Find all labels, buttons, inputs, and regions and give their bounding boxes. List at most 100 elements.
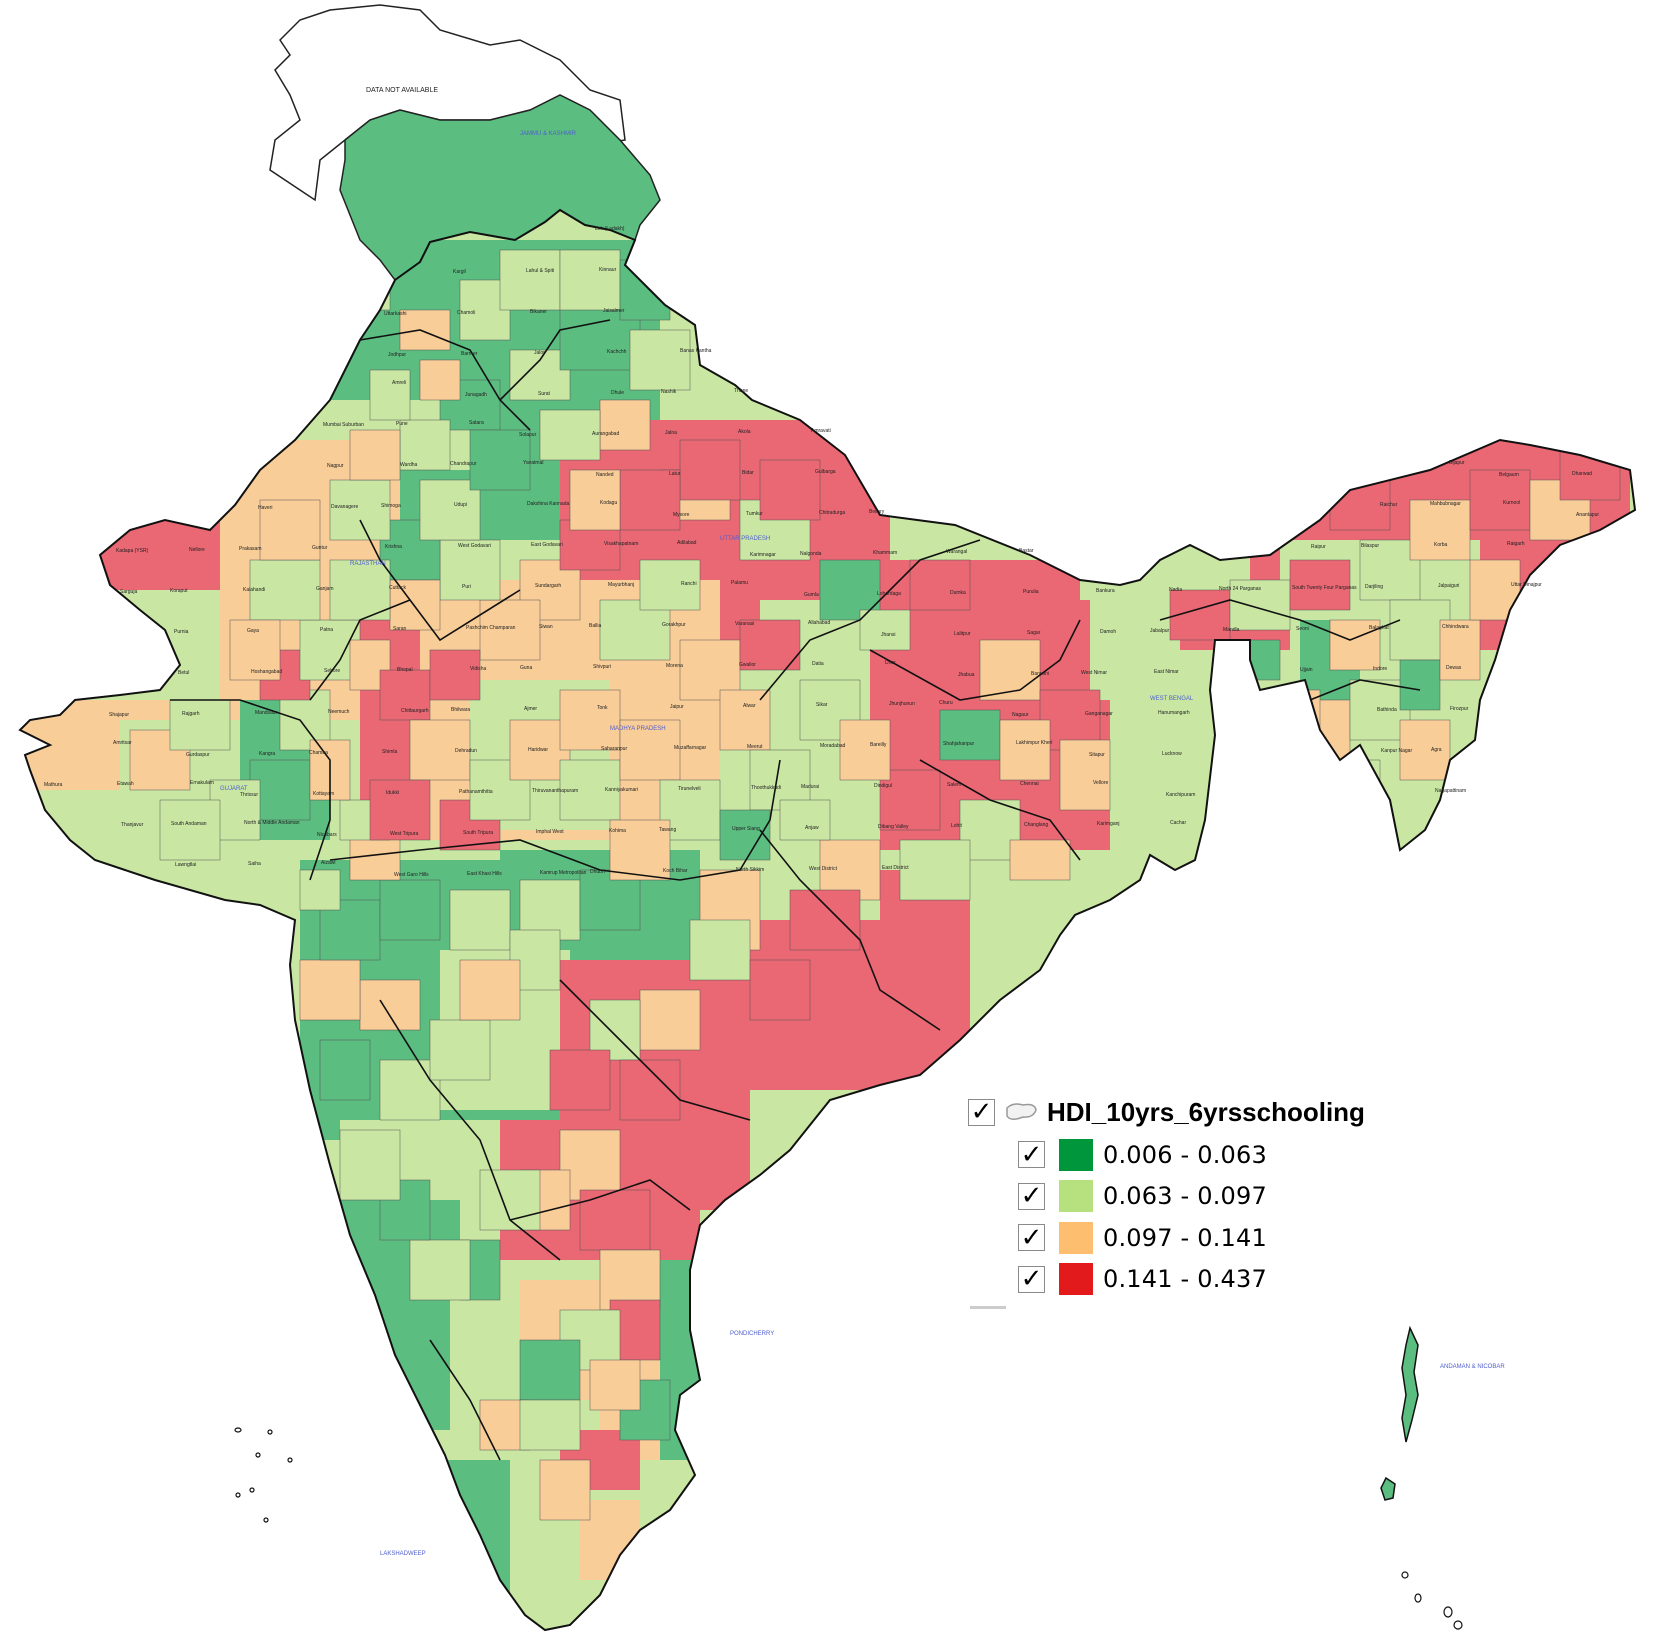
district-label: Nagaur xyxy=(1012,712,1029,718)
class-checkbox[interactable]: ✓ xyxy=(1018,1224,1045,1252)
district-label: Koraput xyxy=(170,588,188,594)
district-polygon xyxy=(559,759,621,821)
layer-visibility-checkbox[interactable]: ✓ xyxy=(968,1098,995,1126)
state-label: ANDAMAN & NICOBAR xyxy=(1440,1364,1505,1370)
district-polygon xyxy=(619,259,671,321)
district-polygon xyxy=(469,429,531,491)
district-label: Nicobars xyxy=(317,832,337,838)
district-label: Gorakhpur xyxy=(662,622,686,628)
district-label: Tonk xyxy=(597,705,608,711)
district-label: Lohardaga xyxy=(877,591,901,597)
district-label: Bareilly xyxy=(870,742,887,748)
district-label: Nanded xyxy=(596,472,614,478)
layer-name: HDI_10yrs_6yrsschooling xyxy=(1047,1096,1365,1127)
district-label: Uttar Dinajpur xyxy=(1511,582,1542,588)
district-label: Kanpur Nagar xyxy=(1381,748,1412,754)
district-label: Thoothukkudi xyxy=(751,785,781,791)
district-polygon xyxy=(1559,439,1621,501)
district-label: Solapur xyxy=(519,432,537,438)
district-polygon xyxy=(449,889,511,951)
district-polygon xyxy=(789,889,861,951)
no-data-label: DATA NOT AVAILABLE xyxy=(366,87,438,94)
district-polygon xyxy=(319,1039,371,1101)
district-label: Ganjam xyxy=(316,586,334,592)
district-label: Warangal xyxy=(946,549,967,555)
district-label: Damoh xyxy=(1100,629,1116,635)
district-label: West Nimar xyxy=(1081,670,1107,676)
district-label: South Tripura xyxy=(463,830,493,836)
state-label: RAJASTHAN xyxy=(350,561,386,567)
district-label: Moradabad xyxy=(820,743,846,749)
district-polygon xyxy=(1329,619,1381,671)
district-label: Koch Bihar xyxy=(663,868,688,874)
district-label: Kadapa (YSR) xyxy=(116,548,149,554)
district-label: Saran xyxy=(393,626,407,632)
district-label: Kurnool xyxy=(1503,500,1520,506)
district-label: Lahul & Spiti xyxy=(526,268,554,274)
district-label: Bellary xyxy=(869,509,885,515)
district-polygon xyxy=(339,1129,401,1201)
nicobar-islands xyxy=(1401,1571,1463,1630)
district-label: Kanchipuram xyxy=(1166,792,1195,798)
district-polygon xyxy=(1409,499,1471,561)
district-polygon xyxy=(1399,659,1441,711)
district-label: Siwan xyxy=(539,624,553,630)
district-polygon xyxy=(369,369,411,421)
district-polygon xyxy=(259,499,321,561)
district-label: Balaghat xyxy=(1369,625,1389,631)
legend-layer-header: ✓ HDI_10yrs_6yrsschooling xyxy=(968,1090,1408,1134)
district-label: Sundargarh xyxy=(535,583,561,589)
district-label: Anjaw xyxy=(805,825,819,831)
class-checkbox[interactable]: ✓ xyxy=(1018,1141,1045,1169)
district-polygon xyxy=(409,1239,471,1301)
district-label: Ujjain xyxy=(1300,667,1313,673)
state-label: MADHYA PRADESH xyxy=(610,726,666,732)
district-label: Sikar xyxy=(816,702,828,708)
district-label: Tirunelveli xyxy=(678,786,701,792)
district-label: Dhule xyxy=(611,390,624,396)
district-label: Pathanamthitta xyxy=(459,789,493,795)
district-polygon xyxy=(519,1339,581,1401)
district-polygon xyxy=(1289,559,1351,611)
district-polygon xyxy=(419,359,461,401)
district-label: Guntur xyxy=(312,545,328,551)
district-label: Alwar xyxy=(743,703,756,709)
district-label: Ernakulam xyxy=(190,780,214,786)
district-label: Chamoli xyxy=(457,310,475,316)
district-label: Muzaffarnagar xyxy=(674,745,706,751)
district-label: Jabalpur xyxy=(1150,628,1170,634)
district-label: Thrissur xyxy=(240,792,258,798)
district-label: Imphal West xyxy=(536,829,564,835)
district-label: Pune xyxy=(396,421,408,427)
district-label: Dindigul xyxy=(874,783,892,789)
class-checkbox[interactable]: ✓ xyxy=(1018,1265,1045,1293)
district-label: Nagapattinam xyxy=(1435,788,1466,794)
district-label: Chamba xyxy=(309,750,328,756)
district-label: Rajgarh xyxy=(182,711,200,717)
class-checkbox[interactable]: ✓ xyxy=(1018,1182,1045,1210)
district-label: Lucknow xyxy=(1162,751,1182,757)
district-label: Ganganagar xyxy=(1085,711,1113,717)
district-label: Nashik xyxy=(661,389,677,395)
district-label: Yavatmal xyxy=(523,460,543,466)
district-polygon xyxy=(1299,699,1351,761)
district-label: Mysore xyxy=(673,512,690,518)
district-polygon xyxy=(1059,739,1111,811)
district-label: Dakshina Kannada xyxy=(527,501,569,507)
district-label: Kargil xyxy=(453,269,466,275)
state-label: LAKSHADWEEP xyxy=(380,1551,426,1557)
district-label: Shajapur xyxy=(109,712,129,718)
district-polygon xyxy=(839,719,891,781)
district-label: Raigarh xyxy=(1507,541,1525,547)
district-label: Mumbai Suburban xyxy=(323,422,364,428)
district-polygon xyxy=(569,469,621,531)
district-label: Darjiling xyxy=(1365,584,1383,590)
color-zone xyxy=(100,480,240,590)
class-range-label: 0.063 - 0.097 xyxy=(1103,1182,1267,1211)
district-polygon xyxy=(429,649,481,701)
district-label: Krishna xyxy=(385,544,402,550)
district-label: Davanagere xyxy=(331,504,358,510)
district-label: Nadia xyxy=(1169,587,1182,593)
district-polygon xyxy=(589,1359,641,1411)
district-label: Sagar xyxy=(1027,630,1041,636)
